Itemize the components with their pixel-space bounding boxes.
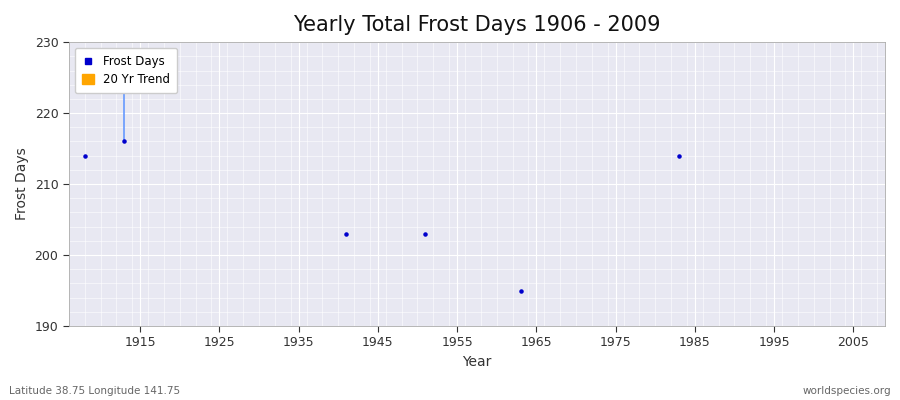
Text: worldspecies.org: worldspecies.org (803, 386, 891, 396)
Point (339, 230, 354, 237)
Point (117, 138, 131, 145)
Text: Latitude 38.75 Longitude 141.75: Latitude 38.75 Longitude 141.75 (9, 386, 180, 396)
Legend: Frost Days, 20 Yr Trend: Frost Days, 20 Yr Trend (75, 48, 177, 93)
Y-axis label: Frost Days: Frost Days (15, 148, 29, 220)
Point (77, 152, 92, 159)
Point (671, 152, 686, 159)
Point (418, 230, 433, 237)
Title: Yearly Total Frost Days 1906 - 2009: Yearly Total Frost Days 1906 - 2009 (293, 15, 661, 35)
Point (513, 287, 527, 294)
X-axis label: Year: Year (463, 355, 491, 369)
